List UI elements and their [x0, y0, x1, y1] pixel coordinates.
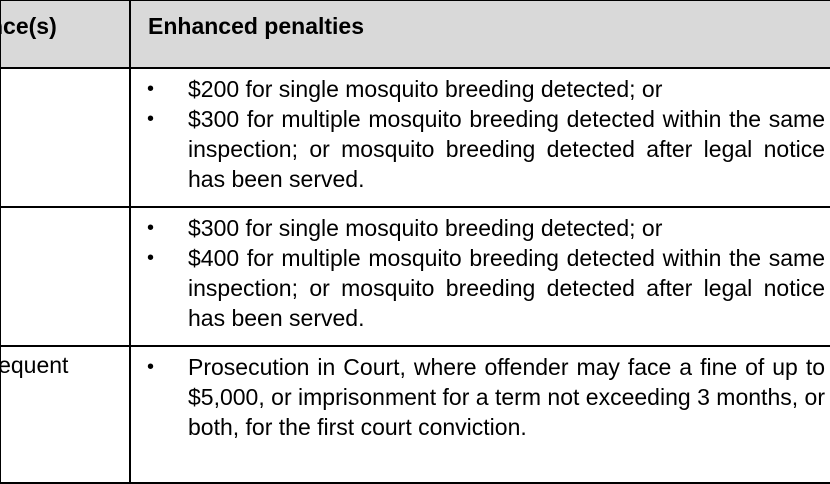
offence-column-header: nce(s)	[0, 0, 131, 69]
table-row: • $200 for single mosquito breeding detec…	[0, 67, 830, 208]
bullet-icon: •	[147, 108, 155, 130]
penalty-text: $300 for multiple mosquito breeding dete…	[188, 106, 825, 192]
bullet-icon: •	[147, 356, 155, 378]
penalties-cell: • Prosecution in Court, where offender ma…	[129, 345, 830, 484]
penalty-item: • $200 for single mosquito breeding detec…	[131, 74, 825, 104]
offence-cell	[0, 206, 131, 347]
bullet-icon: •	[147, 217, 155, 239]
offence-label: ubsequent	[2, 352, 69, 378]
table-header-row: nce(s) Enhanced penalties	[0, 0, 830, 69]
offence-cell	[0, 67, 131, 208]
penalty-list: • $300 for single mosquito breeding detec…	[131, 213, 825, 333]
table-row: ubsequent • Prosecution in Court, where o…	[0, 345, 830, 484]
bullet-icon: •	[147, 247, 155, 269]
penalty-text: $300 for single mosquito breeding detect…	[188, 215, 663, 241]
penalty-text: Prosecution in Court, where offender may…	[188, 354, 825, 440]
penalties-cell: • $300 for single mosquito breeding detec…	[129, 206, 830, 347]
penalty-item: • $300 for multiple mosquito breeding det…	[131, 104, 825, 194]
penalty-item: • $300 for single mosquito breeding detec…	[131, 213, 825, 243]
table-row: • $300 for single mosquito breeding detec…	[0, 206, 830, 347]
penalty-text: $400 for multiple mosquito breeding dete…	[188, 245, 825, 331]
penalty-item: • $400 for multiple mosquito breeding det…	[131, 243, 825, 333]
penalty-item: • Prosecution in Court, where offender ma…	[131, 352, 825, 442]
bullet-icon: •	[147, 78, 155, 100]
offence-cell: ubsequent	[0, 345, 131, 484]
penalty-list: • Prosecution in Court, where offender ma…	[131, 352, 825, 442]
penalties-cell: • $200 for single mosquito breeding detec…	[129, 67, 830, 208]
penalty-list: • $200 for single mosquito breeding detec…	[131, 74, 825, 194]
penalties-column-header: Enhanced penalties	[129, 0, 830, 69]
penalty-text: $200 for single mosquito breeding detect…	[188, 76, 663, 102]
